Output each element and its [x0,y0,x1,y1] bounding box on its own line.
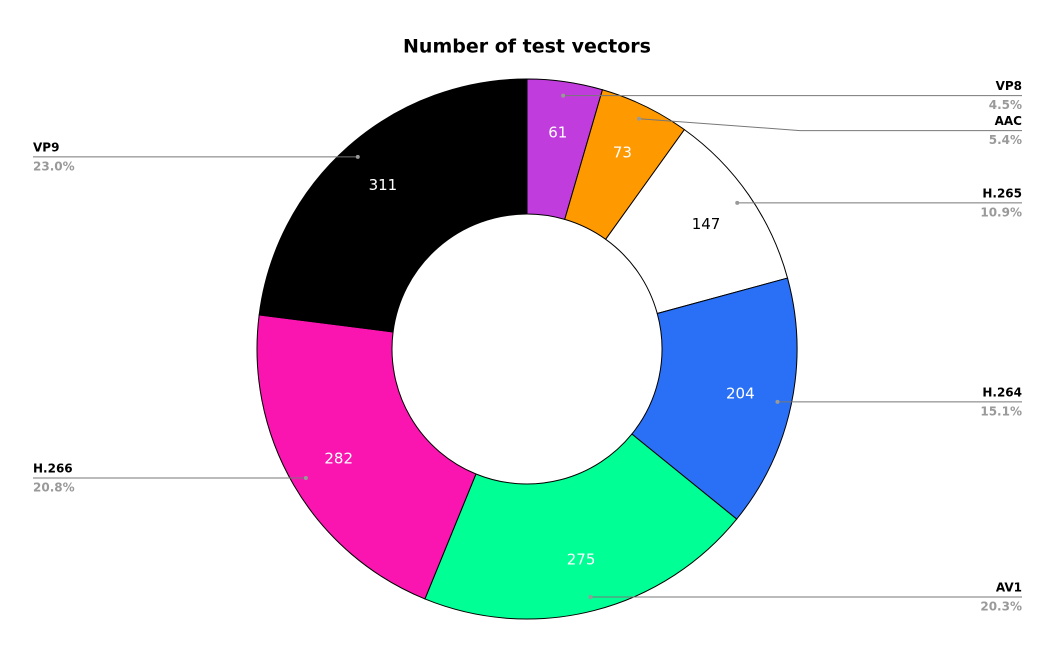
leader-dot [561,93,566,98]
value-label: 311 [369,176,398,194]
percent-label: 20.3% [980,599,1022,613]
percent-label: 4.5% [989,98,1022,112]
legend-label: H.264 [982,385,1022,399]
leader-dot [636,116,641,121]
value-label: 275 [567,551,596,569]
legend-label: VP8 [996,79,1022,93]
percent-label: 23.0% [33,159,75,173]
value-label: 147 [692,215,721,233]
legend-label: VP9 [33,140,59,154]
legend-label: H.265 [982,186,1022,200]
leader-dot [735,200,740,205]
chart-title: Number of test vectors [403,36,651,58]
leader-line [638,118,1022,132]
leader-dot [775,399,780,404]
leader-dot [303,476,308,481]
percent-label: 15.1% [980,404,1022,418]
value-label: 61 [548,124,567,142]
donut-slice [258,78,528,333]
leader-dot [355,154,360,159]
leader-dot [588,594,593,599]
donut-slice [631,277,798,520]
legend-label: H.266 [33,462,73,476]
value-label: 282 [324,449,353,467]
percent-label: 5.4% [989,133,1022,147]
percent-label: 20.8% [33,481,75,495]
value-label: 204 [726,384,755,402]
value-label: 73 [613,143,632,161]
legend-label: AAC [995,114,1023,128]
donut-slice [256,314,477,600]
legend-label: AV1 [996,580,1022,594]
percent-label: 10.9% [980,205,1022,219]
donut-slice [424,433,738,620]
